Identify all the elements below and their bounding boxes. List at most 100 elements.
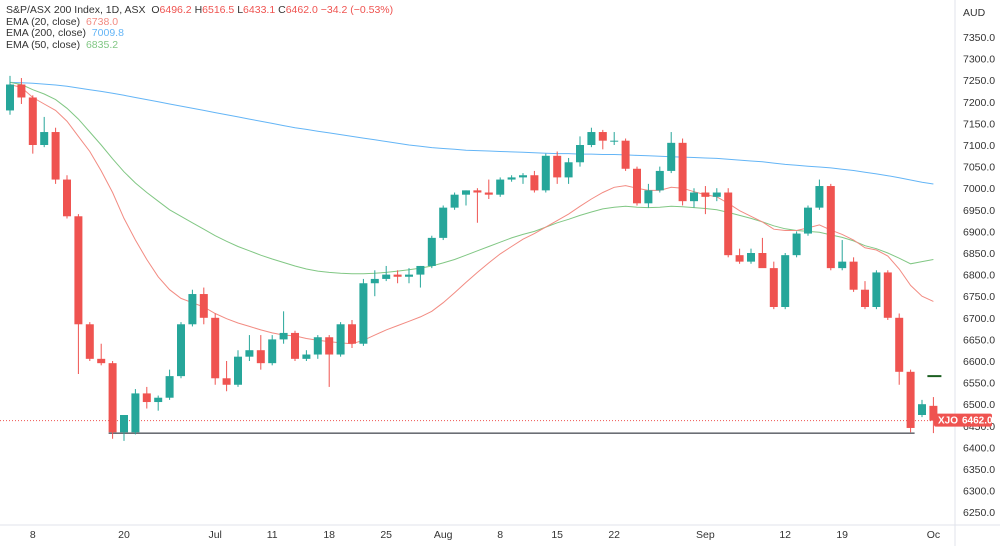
candle [222, 361, 231, 392]
candle-body [85, 324, 94, 359]
currency-label: AUD [963, 7, 986, 19]
candle-body [473, 190, 482, 193]
candle [735, 248, 744, 264]
candle-body [895, 317, 904, 372]
candle-body [724, 192, 733, 256]
time-axis: 8 20 Jul 11 18 25 Aug 8 15 22 Sep 12 19 Oc [30, 529, 940, 541]
candle-body [393, 274, 402, 277]
x-tick-label: 20 [118, 529, 130, 541]
candle-body [826, 186, 835, 269]
candle [918, 399, 926, 418]
legend-ema50-row[interactable]: EMA (50, close) 6835.2 [6, 39, 393, 52]
x-tick-label: Oc [927, 529, 940, 541]
candle [690, 188, 698, 208]
candle-body [325, 337, 334, 355]
candle [621, 138, 630, 171]
legend-change: −34.2 (−0.53%) [320, 4, 394, 16]
y-tick-label: 6900.0 [963, 226, 995, 238]
candle [120, 415, 128, 441]
candle [587, 127, 596, 148]
legend-low-label: L [237, 4, 244, 16]
candle [769, 261, 778, 310]
candle [507, 175, 516, 182]
candle [17, 78, 26, 104]
last-price-badge-box [934, 413, 992, 427]
candle [131, 389, 140, 435]
candle-body [872, 272, 881, 307]
candle [929, 397, 938, 434]
y-tick-label: 6800.0 [963, 270, 995, 282]
candle [393, 270, 402, 284]
legend-ema50-value: 6835.2 [85, 39, 119, 52]
legend-symbol[interactable]: S&P/ASX 200 Index, 1D, ASX [6, 4, 146, 16]
candle-body [667, 142, 676, 171]
candle [598, 129, 607, 150]
candle-body [6, 84, 14, 111]
legend-high-label: H [194, 4, 203, 16]
x-tick-label: 19 [836, 529, 848, 541]
x-tick-label: 8 [30, 529, 36, 541]
candle-body [131, 393, 140, 433]
candle [564, 157, 573, 184]
legend-ema20-value: 6738.0 [85, 15, 119, 28]
candle-body [268, 339, 277, 364]
y-tick-label: 6550.0 [963, 378, 995, 390]
candle [74, 214, 83, 374]
candle-body [690, 192, 698, 202]
x-tick-label: 18 [323, 529, 335, 541]
candle [177, 322, 185, 379]
candle [450, 192, 459, 210]
candle [313, 335, 322, 359]
candle-body [861, 289, 869, 307]
candle-body [28, 97, 37, 145]
candle-body [519, 175, 527, 178]
candle-body [735, 255, 744, 262]
candle-body [678, 142, 687, 202]
candle-body [234, 356, 242, 385]
candle-body [906, 371, 915, 428]
candle-body [17, 84, 26, 98]
ema50-layer [9, 81, 934, 275]
candle-body [51, 132, 60, 180]
candle-body [108, 363, 117, 433]
candle-body [838, 261, 847, 269]
candle-body [450, 194, 459, 208]
y-tick-label: 6950.0 [963, 205, 995, 217]
candles-layer [6, 75, 938, 441]
ema20-line [9, 84, 934, 345]
candle [279, 311, 288, 344]
legend-ema200-row[interactable]: EMA (200, close) 7009.8 [6, 28, 393, 40]
last-price-badge[interactable]: XJO 6462.0 [934, 413, 993, 427]
candle-body [644, 190, 653, 204]
candle [154, 395, 163, 411]
candle [519, 173, 527, 184]
candle [382, 265, 391, 282]
candle [804, 205, 812, 236]
ema200-line [9, 81, 934, 185]
y-tick-label: 6600.0 [963, 356, 995, 368]
legend-high-value: 6516.5 [202, 4, 235, 16]
legend-ema20-row[interactable]: EMA (20, close) 6738.0 [6, 15, 393, 29]
x-tick-label: Aug [434, 529, 453, 541]
candle-body [416, 265, 425, 275]
candle [838, 240, 847, 271]
last-price-symbol: XJO [938, 416, 958, 427]
candle [51, 127, 60, 184]
candle-body [177, 324, 185, 377]
ema20-layer [9, 84, 934, 345]
candle-body [769, 268, 778, 307]
candle-body [120, 415, 128, 433]
candle [633, 166, 641, 206]
candle [268, 335, 277, 366]
ema200-layer [9, 81, 934, 185]
candle [462, 190, 470, 206]
candle-body [598, 132, 607, 141]
candle [416, 265, 425, 288]
candle-body [712, 192, 721, 197]
legend-ema200-label: EMA (200, close) [6, 27, 86, 40]
candle [405, 268, 413, 284]
candle-body [302, 354, 311, 359]
candle-body [199, 294, 208, 318]
candle-body [405, 274, 413, 277]
